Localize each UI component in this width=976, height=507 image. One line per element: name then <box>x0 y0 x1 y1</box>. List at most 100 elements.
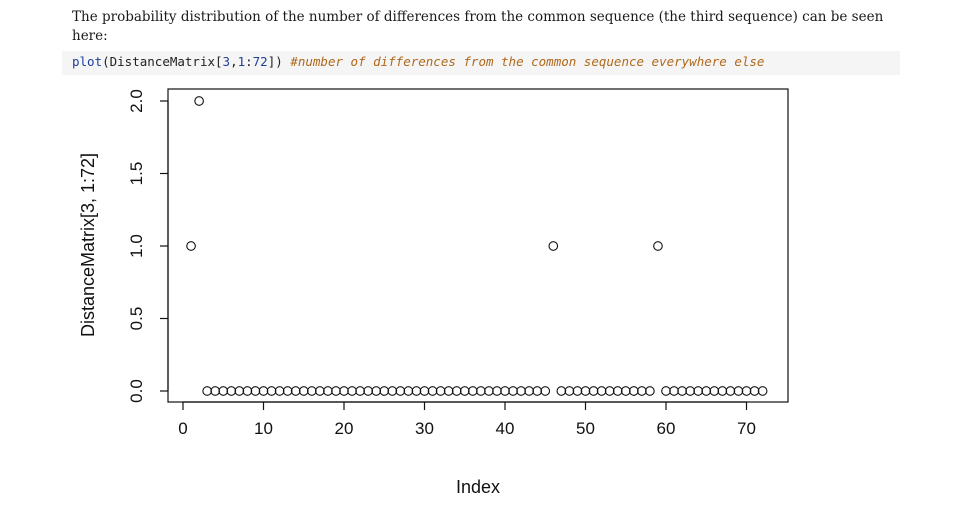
y-tick-label: 2.0 <box>127 89 146 113</box>
data-point <box>757 386 768 396</box>
data-point <box>258 386 269 396</box>
data-point <box>186 241 196 251</box>
data-point <box>508 386 518 396</box>
data-point <box>556 386 567 396</box>
plot-frame <box>167 88 789 403</box>
data-point <box>363 386 374 396</box>
y-tick-label: 0.5 <box>127 307 146 331</box>
data-point <box>500 386 510 396</box>
data-point <box>459 386 470 396</box>
data-point <box>524 386 535 396</box>
data-point <box>564 386 575 396</box>
data-point <box>661 386 671 396</box>
data-point <box>395 386 406 396</box>
data-point <box>274 386 285 396</box>
data-points <box>186 96 768 396</box>
x-tick-label: 40 <box>496 419 515 438</box>
code-open: (DistanceMatrix[ <box>102 54 223 69</box>
data-point <box>476 386 486 396</box>
data-point <box>749 386 760 396</box>
data-point <box>693 386 704 396</box>
x-axis: 0 10 20 30 40 50 60 70 <box>178 401 756 438</box>
data-point <box>604 386 615 396</box>
code-num-c: 72 <box>252 54 268 69</box>
x-tick-label: 10 <box>254 419 273 438</box>
data-point <box>516 386 526 396</box>
data-point <box>306 386 317 396</box>
data-point <box>226 386 237 396</box>
data-point <box>427 386 438 396</box>
data-point <box>653 241 663 251</box>
data-point <box>419 386 430 396</box>
data-point <box>709 386 720 396</box>
data-point <box>620 386 631 396</box>
data-point <box>725 386 736 396</box>
code-sep1: , <box>230 54 238 69</box>
x-tick-label: 20 <box>335 419 354 438</box>
data-point <box>701 386 712 396</box>
data-point <box>266 386 277 396</box>
data-point <box>540 386 551 396</box>
data-point <box>234 386 245 396</box>
y-axis: 0.0 0.5 1.0 1.5 2.0 <box>127 89 169 403</box>
data-point <box>677 386 687 396</box>
data-point <box>242 386 253 396</box>
y-tick-label: 0.0 <box>127 379 146 403</box>
code-sep2: : <box>245 54 253 69</box>
data-point <box>194 96 204 106</box>
x-tick-label: 70 <box>737 419 756 438</box>
data-point <box>451 386 462 396</box>
data-point <box>548 241 559 251</box>
data-point <box>411 386 422 396</box>
y-axis-label: DistanceMatrix[3, 1:72] <box>78 153 98 337</box>
code-function: plot <box>72 54 103 69</box>
data-point <box>282 386 293 396</box>
data-point <box>371 386 382 396</box>
data-point <box>435 386 446 396</box>
data-point <box>588 386 599 396</box>
code-close: ]) <box>267 54 283 69</box>
data-point <box>580 386 591 396</box>
data-point <box>717 386 728 396</box>
data-point <box>685 386 696 396</box>
data-point <box>596 386 607 396</box>
data-point <box>492 386 502 396</box>
data-point <box>387 386 398 396</box>
data-point <box>290 386 301 396</box>
data-point <box>741 386 752 396</box>
y-tick-label: 1.0 <box>127 234 146 258</box>
data-point <box>403 386 414 396</box>
data-point <box>202 386 212 396</box>
data-point <box>379 386 390 396</box>
data-point <box>323 386 333 396</box>
data-point <box>250 386 261 396</box>
code-num-a: 3 <box>222 54 231 69</box>
data-point <box>315 386 325 396</box>
y-tick-label: 1.5 <box>127 162 146 186</box>
data-point <box>645 386 655 396</box>
data-point <box>628 386 639 396</box>
x-tick-label: 0 <box>178 419 187 438</box>
data-point <box>355 386 365 396</box>
x-tick-label: 30 <box>415 419 434 438</box>
x-tick-label: 60 <box>657 419 676 438</box>
data-point <box>218 386 229 396</box>
data-point <box>733 386 744 396</box>
code-comment: #number of differences from the common s… <box>290 54 765 69</box>
data-point <box>532 386 543 396</box>
data-point <box>339 386 349 396</box>
data-point <box>484 386 494 396</box>
data-point <box>572 386 583 396</box>
data-point <box>669 386 679 396</box>
data-point <box>443 386 454 396</box>
data-point <box>347 386 357 396</box>
data-point <box>467 386 478 396</box>
x-tick-label: 50 <box>576 419 595 438</box>
data-point <box>298 386 309 396</box>
intro-text: The probability distribution of the numb… <box>72 9 884 44</box>
code-cell[interactable]: plot(DistanceMatrix[3,1:72]) #number of … <box>62 51 900 75</box>
data-point <box>331 386 341 396</box>
x-axis-label: Index <box>456 477 500 497</box>
code-num-b: 1 <box>237 54 246 69</box>
